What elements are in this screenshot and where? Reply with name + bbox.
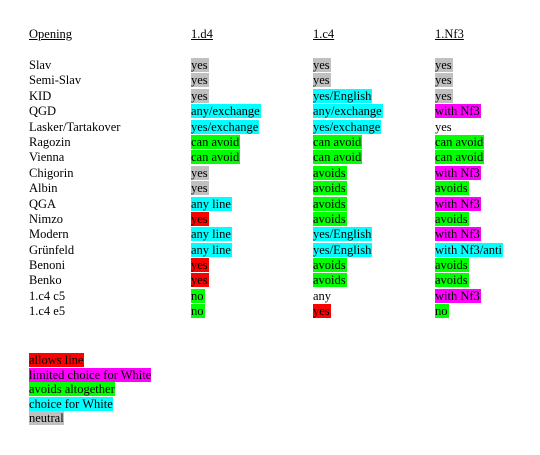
table-cell: yes — [191, 88, 209, 103]
opening-name: QGD — [29, 104, 57, 119]
table-cell: yes — [191, 181, 209, 196]
table-cell: yes — [435, 73, 453, 88]
table-cell: can avoid — [313, 134, 363, 149]
table-cell: yes/English — [313, 242, 373, 257]
opening-name: Benoni — [29, 258, 66, 273]
table-cell: can avoid — [435, 134, 485, 149]
opening-name: 1.c4 c5 — [29, 288, 66, 303]
table-cell: avoids — [313, 165, 347, 180]
table-cell: with Nf3/anti — [435, 242, 504, 257]
table-cell: avoids — [435, 273, 469, 288]
table-cell: can avoid — [191, 150, 241, 165]
table-cell: any/exchange — [191, 104, 261, 119]
table-cell: any/exchange — [313, 104, 383, 119]
opening-name: Modern — [29, 227, 69, 242]
legend-item: neutral — [29, 411, 64, 426]
table-cell: yes — [435, 58, 453, 72]
table-cell: yes — [191, 273, 209, 288]
table-cell: can avoid — [191, 134, 241, 149]
table-cell: with Nf3 — [435, 104, 481, 119]
table-cell: any — [313, 288, 332, 303]
table-cell: can avoid — [313, 150, 363, 165]
legend-item: limited choice for White — [29, 367, 152, 382]
opening-name: Vienna — [29, 150, 65, 165]
opening-name: KID — [29, 88, 52, 103]
table-cell: avoids — [313, 196, 347, 211]
table-cell: avoids — [313, 211, 347, 226]
table-cell: yes — [191, 211, 209, 226]
table-cell: no — [435, 304, 449, 319]
table-cell: no — [191, 288, 205, 303]
opening-name: Nimzo — [29, 211, 64, 226]
table-cell: yes/exchange — [191, 119, 260, 134]
legend-item: choice for White — [29, 396, 113, 411]
table-cell: no — [191, 304, 205, 319]
legend-item: allows line — [29, 353, 84, 367]
table-cell: yes — [191, 58, 209, 72]
opening-name: Slav — [29, 58, 52, 72]
table-cell: avoids — [313, 181, 347, 196]
opening-name: Benko — [29, 273, 62, 288]
table-cell: yes/exchange — [313, 119, 382, 134]
table-cell: with Nf3 — [435, 288, 481, 303]
opening-name: Chigorin — [29, 165, 74, 180]
table-cell: with Nf3 — [435, 165, 481, 180]
legend-item: avoids altogether — [29, 382, 115, 397]
table-cell: yes — [435, 119, 452, 134]
table-cell: avoids — [435, 258, 469, 273]
table-cell: yes — [313, 73, 331, 88]
table-cell: yes/English — [313, 227, 373, 242]
table-cell: yes — [191, 73, 209, 88]
opening-name: QGA — [29, 196, 57, 211]
table-cell: can avoid — [435, 150, 485, 165]
table-cell: with Nf3 — [435, 227, 481, 242]
header-1c4: 1.c4 — [313, 27, 335, 41]
color-legend: allows line limited choice for White avoid… — [29, 353, 152, 426]
table-cell: yes — [191, 165, 209, 180]
opening-name: Lasker/Tartakover — [29, 119, 121, 134]
header-1d4: 1.d4 — [191, 27, 213, 41]
table-cell: avoids — [435, 211, 469, 226]
table-cell: with Nf3 — [435, 196, 481, 211]
table-cell: avoids — [313, 258, 347, 273]
table-cell: any line — [191, 227, 232, 242]
table-cell: yes — [313, 304, 331, 319]
table-cell: yes — [435, 88, 453, 103]
table-cell: yes/English — [313, 88, 373, 103]
opening-name: Grünfeld — [29, 242, 75, 257]
table-cell: any line — [191, 242, 232, 257]
table-cell: avoids — [313, 273, 347, 288]
table-cell: yes — [313, 58, 331, 72]
opening-name: Albin — [29, 181, 58, 196]
opening-name: Ragozin — [29, 134, 71, 149]
table-cell: yes — [191, 258, 209, 273]
opening-name: Semi-Slav — [29, 73, 82, 88]
table-cell: avoids — [435, 181, 469, 196]
opening-name: 1.c4 e5 — [29, 304, 66, 319]
header-1nf3: 1.Nf3 — [435, 27, 464, 41]
header-opening: Opening — [29, 27, 73, 41]
table-cell: any line — [191, 196, 232, 211]
